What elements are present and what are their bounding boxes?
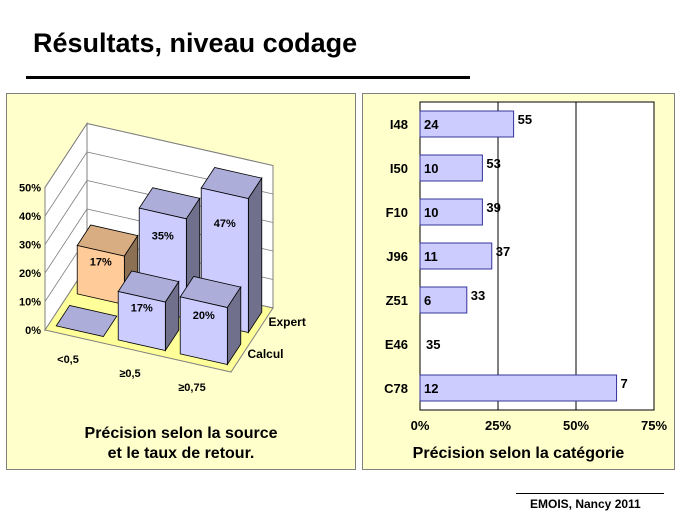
source-precision-chart-panel: 0% 10% 20% 30% 40% 50% <0,5 ≥0,5 ≥0,75 Calcul Expe… <box>6 93 356 470</box>
bar-inner-label: 24 <box>424 117 439 132</box>
bar <box>419 110 515 138</box>
y-tick-label: 30% <box>19 240 41 252</box>
x-category-label: ≥0,75 <box>178 382 205 394</box>
bar-inner-label: 6 <box>424 293 431 308</box>
left-caption-line-1: Précision selon la source <box>84 425 278 442</box>
bar-outer-label: 37 <box>496 244 510 259</box>
y-category-label: I48 <box>390 117 408 132</box>
left-caption-line-2: et le taux de retour. <box>107 445 255 462</box>
bar-calcul-0 <box>55 304 118 338</box>
bar <box>419 242 493 270</box>
bar <box>419 286 468 314</box>
x-category-label: <0,5 <box>57 354 79 366</box>
bar-inner-label: 10 <box>424 161 438 176</box>
right-chart-caption: Précision selon la catégorie <box>412 445 625 462</box>
page-title: Résultats, niveau codage <box>33 28 358 58</box>
bar-outer-label: 35 <box>426 337 440 352</box>
bar-data-label: 17% <box>90 256 112 268</box>
bar-outer-label: 39 <box>486 200 500 215</box>
bar-outer-label: 33 <box>471 288 485 303</box>
source-precision-chart: 0% 10% 20% 30% 40% 50% <0,5 ≥0,5 ≥0,75 Calcul Expe… <box>19 121 306 394</box>
y-category-label: F10 <box>386 205 408 220</box>
series-axis-label: Calcul <box>248 347 284 361</box>
bar-inner-label: 12 <box>424 381 438 396</box>
x-tick-label: 0% <box>411 418 430 433</box>
bar <box>419 154 483 182</box>
bar-data-label: 35% <box>152 230 174 242</box>
bar-data-label: 20% <box>193 310 215 322</box>
bar-top <box>55 304 118 338</box>
y-category-label: Z51 <box>386 293 408 308</box>
bar-data-label: 17% <box>131 302 153 314</box>
category-precision-chart-panel: 0% 25% 50% 75% I48 24 55 I50 10 53 F10 10 39 J96 11 37 Z… <box>362 93 675 470</box>
series-axis-label: Expert <box>269 315 306 329</box>
bar-front <box>179 296 228 366</box>
title-underline <box>26 76 470 79</box>
bar <box>419 198 483 226</box>
y-tick-label: 10% <box>19 297 41 309</box>
x-tick-label: 50% <box>563 418 589 433</box>
bar-outer-label: 7 <box>621 376 628 391</box>
bar-data-label: 47% <box>214 218 236 230</box>
y-category-label: J96 <box>386 249 408 264</box>
bar-calcul-1 <box>117 270 180 352</box>
left-chart-caption: Précision selon la source et le taux de … <box>7 424 355 464</box>
y-tick-label: 0% <box>25 325 41 337</box>
bar-inner-label: 10 <box>424 205 438 220</box>
bar-inner-label: 11 <box>424 249 438 264</box>
bar-side <box>247 176 263 334</box>
x-tick-label: 75% <box>641 418 667 433</box>
gridline <box>44 123 274 188</box>
y-category-label: I50 <box>390 161 408 176</box>
x-category-label: ≥0,5 <box>119 368 140 380</box>
y-category-label: E46 <box>385 337 408 352</box>
bar-front <box>76 244 125 306</box>
footer-text: EMOIS, Nancy 2011 <box>530 497 641 511</box>
y-tick-label: 20% <box>19 268 41 280</box>
y-tick-label: 50% <box>19 183 41 195</box>
y-category-label: C78 <box>384 381 408 396</box>
footer-rule <box>516 493 664 494</box>
y-tick-label: 40% <box>19 211 41 223</box>
x-tick-label: 25% <box>485 418 511 433</box>
bar-calcul-2 <box>179 275 242 366</box>
bar-outer-label: 53 <box>486 156 500 171</box>
bar-front <box>117 290 166 352</box>
bar <box>419 374 618 402</box>
bar-outer-label: 55 <box>518 112 532 127</box>
category-precision-chart: 0% 25% 50% 75% I48 24 55 I50 10 53 F10 10 39 J96 11 37 Z… <box>384 101 667 433</box>
